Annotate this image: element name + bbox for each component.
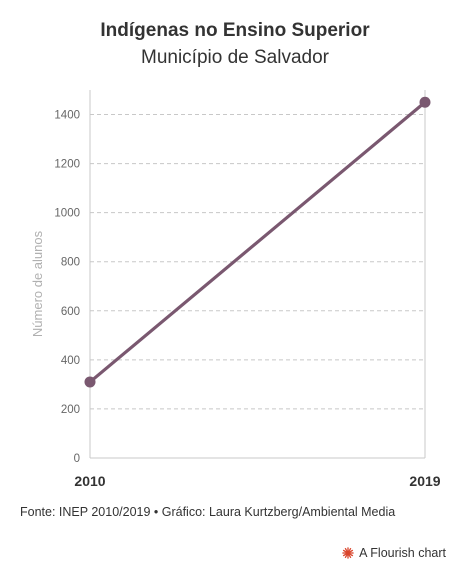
- chart-subtitle: Município de Salvador: [141, 47, 329, 68]
- data-point: [84, 376, 96, 388]
- y-tick-label: 600: [61, 306, 80, 318]
- x-tick-label: 2019: [409, 473, 440, 489]
- chart-title: Indígenas no Ensino Superior: [100, 20, 370, 41]
- y-axis-title: Número de alunos: [30, 230, 45, 337]
- y-tick-label: 400: [61, 355, 80, 367]
- source-note: Fonte: INEP 2010/2019 • Gráfico: Laura K…: [20, 505, 396, 519]
- y-tick-label: 800: [61, 257, 80, 269]
- y-tick-label: 200: [61, 404, 80, 416]
- line-chart: 0 200 400 600 800 1000 1200 1400 2010 2019 Número …: [30, 90, 441, 489]
- brand-label[interactable]: A Flourish chart: [359, 546, 446, 560]
- y-tick-label: 0: [74, 453, 80, 465]
- y-tick-label: 1400: [54, 110, 80, 122]
- y-tick-label: 1200: [54, 159, 80, 171]
- y-tick-label: 1000: [54, 208, 80, 220]
- flourish-logo-icon: [342, 547, 354, 559]
- flourish-brand-link[interactable]: A Flourish chart: [342, 546, 446, 560]
- data-point: [419, 96, 431, 108]
- series-line: [88, 100, 427, 384]
- x-tick-label: 2010: [74, 473, 105, 489]
